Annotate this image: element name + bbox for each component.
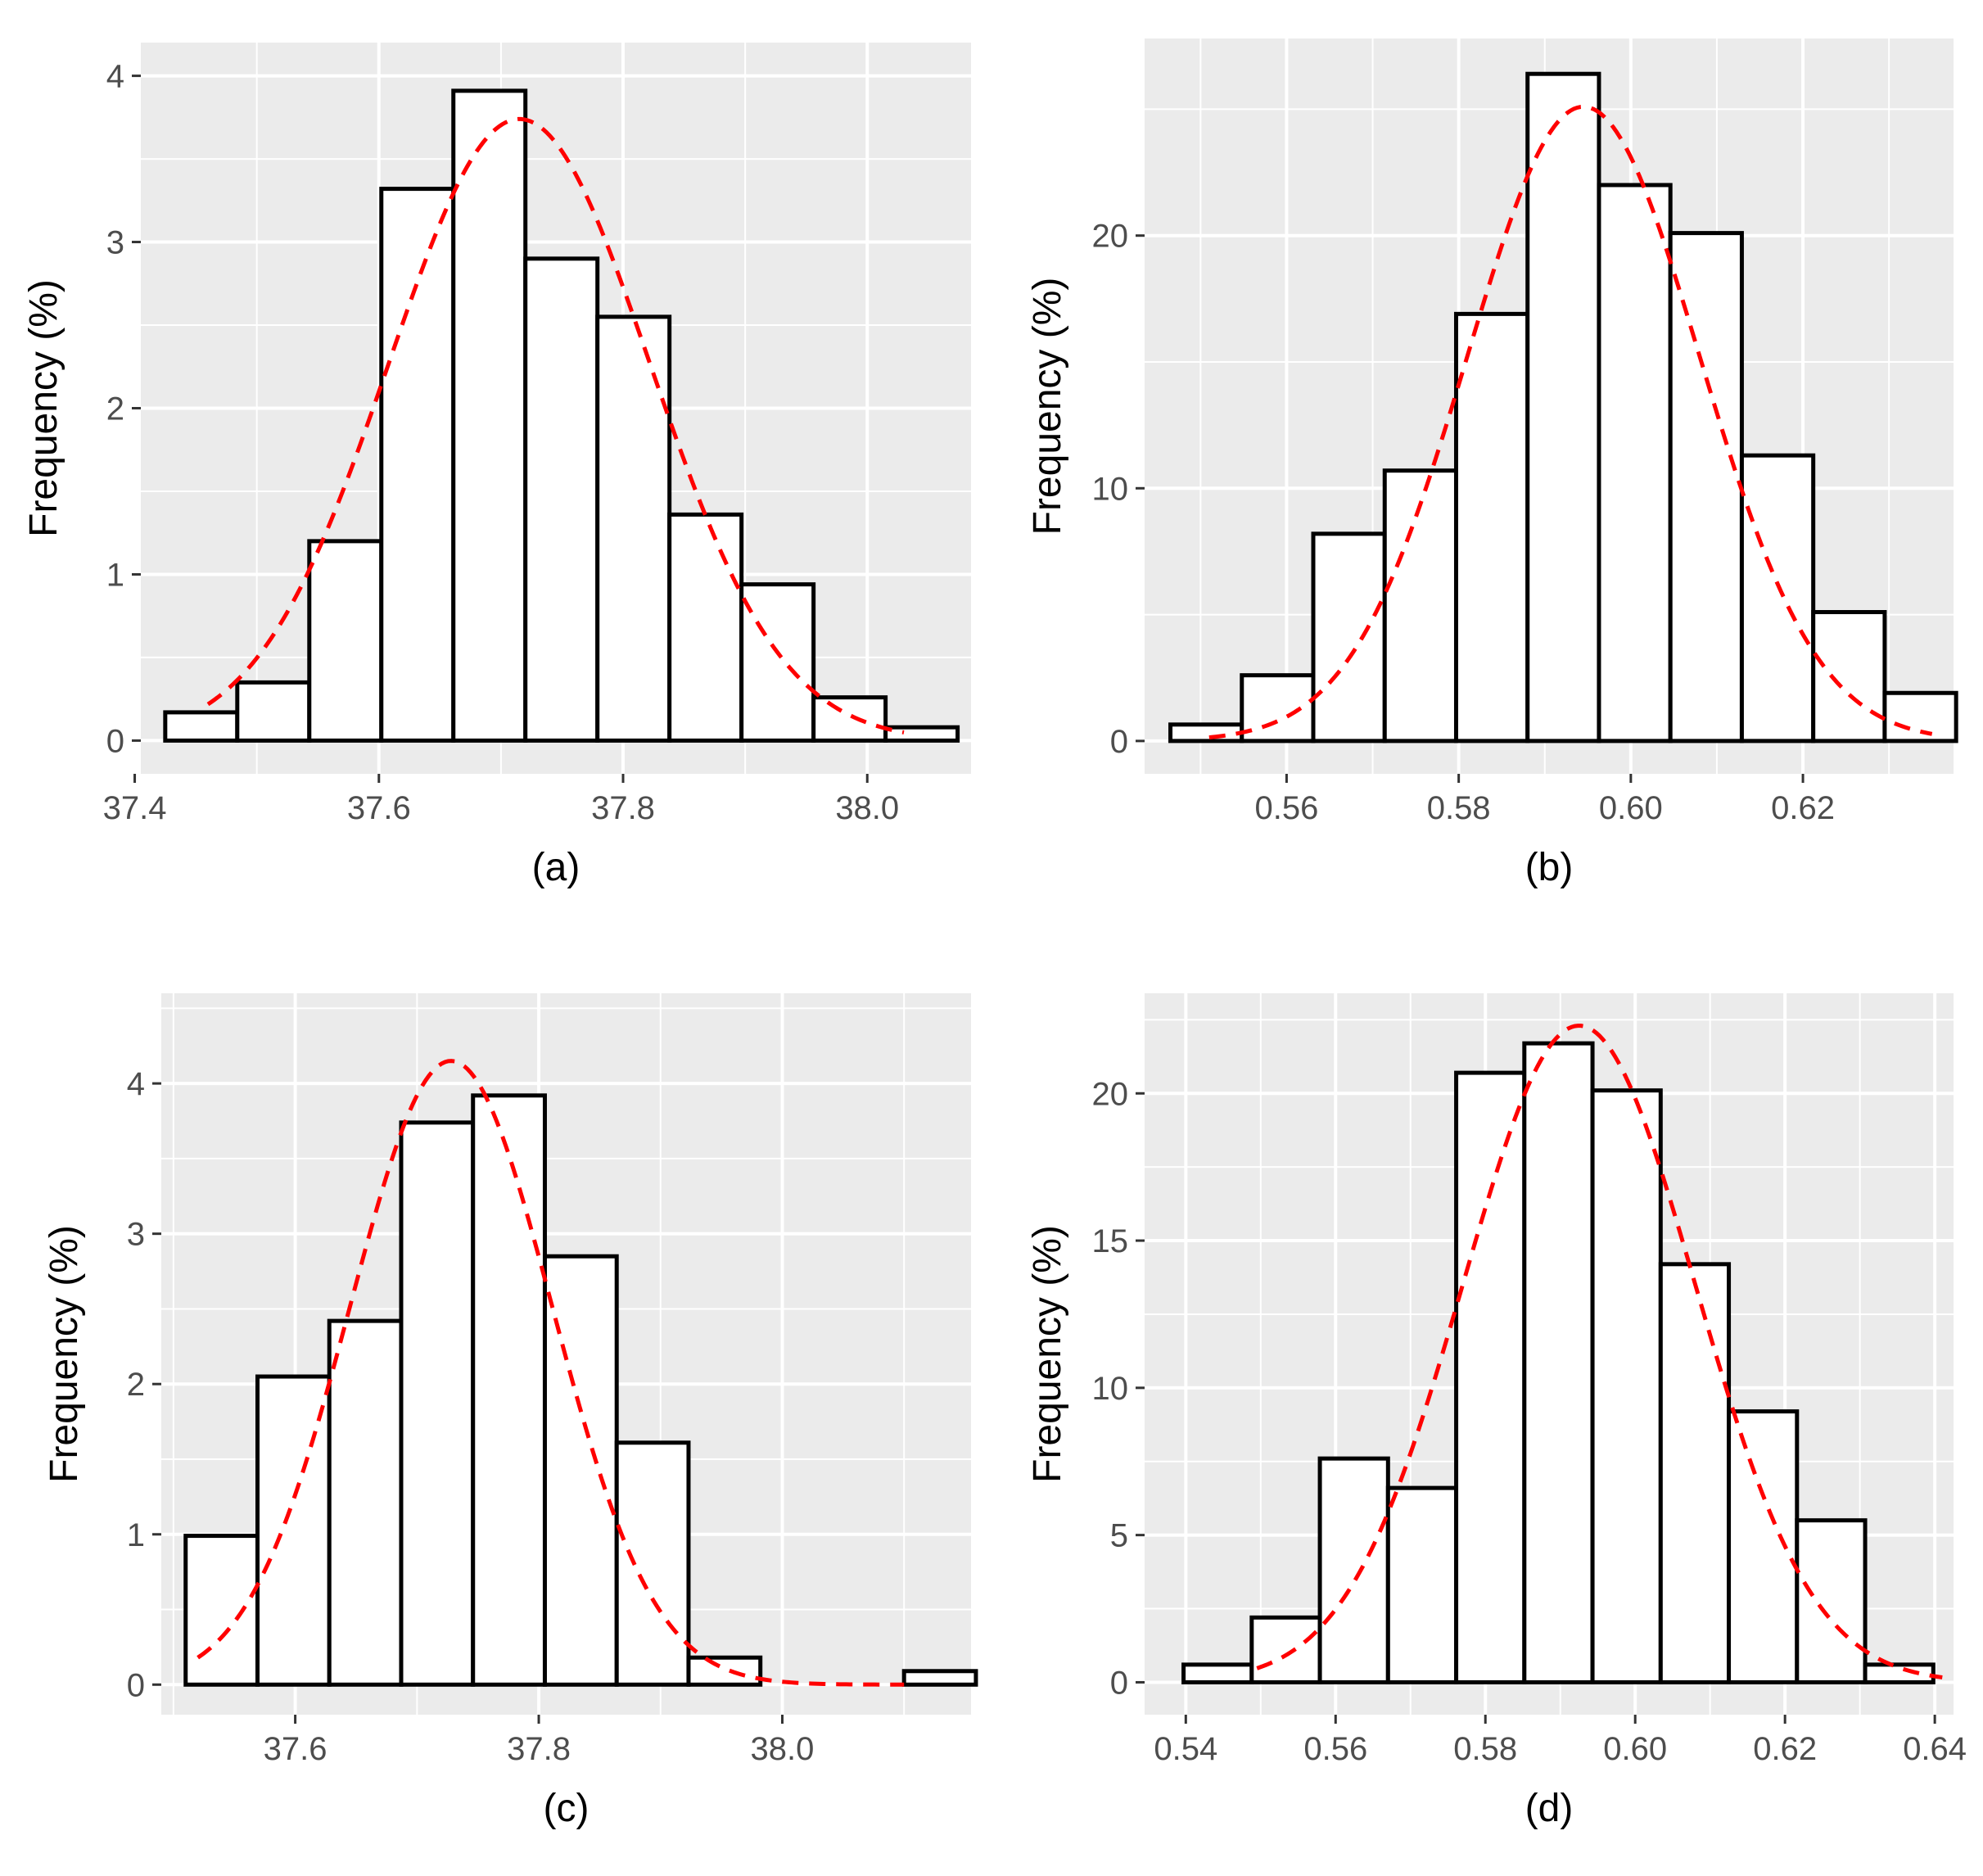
x-tick-label: 37.4 [103, 790, 167, 826]
histogram-bar [883, 725, 960, 743]
x-tick-label: 37.6 [264, 1731, 327, 1767]
histogram-bar [901, 1669, 978, 1687]
histogram-bar [1522, 1041, 1595, 1684]
histogram-bar [614, 1440, 691, 1687]
x-tick-label: 0.58 [1453, 1731, 1517, 1767]
histogram-bar [1882, 690, 1958, 744]
y-axis-title: Frequency (%) [1026, 1225, 1069, 1483]
histogram-bar [1863, 1662, 1936, 1684]
histogram-bar [327, 1318, 404, 1687]
y-tick-label: 0 [1110, 724, 1128, 760]
histogram-bar [1453, 311, 1530, 744]
histogram-d: 0.54 0.56 0.58 0.60 0.62 0.64 0 5 10 15 20 Frequenc… [1026, 993, 1967, 1830]
y-tick-label: 3 [127, 1217, 145, 1253]
y-tick-label: 15 [1092, 1223, 1129, 1259]
panel-caption: (d) [1525, 1787, 1574, 1830]
x-tick-label: 0.56 [1254, 790, 1318, 826]
histogram-bar [451, 88, 528, 743]
y-axis-title: Frequency (%) [1026, 278, 1069, 536]
panel-b: 0.56 0.58 0.60 0.62 0 10 20 Frequency (%) (b) [992, 0, 1983, 940]
histogram-bar [1317, 1456, 1390, 1684]
x-tick-label: 0.58 [1427, 790, 1491, 826]
x-tick-label: 0.62 [1771, 790, 1835, 826]
panel-a: 37.4 37.6 37.8 38.0 0 1 2 3 4 Frequency (%) (a) [0, 0, 992, 940]
y-tick-label: 5 [1110, 1518, 1128, 1554]
histogram-bar [1811, 610, 1887, 744]
y-tick-label: 10 [1092, 471, 1129, 507]
histogram-bar [1525, 71, 1601, 744]
histogram-c: 37.6 37.8 38.0 0 1 2 3 4 Frequency (%) (c) [43, 993, 978, 1830]
x-tick-label: 0.56 [1303, 1731, 1367, 1767]
y-tick-label: 20 [1092, 219, 1129, 255]
x-tick-label: 0.62 [1753, 1731, 1817, 1767]
histogram-bar [1597, 183, 1673, 744]
histogram-bar [307, 539, 384, 743]
y-axis-title: Frequency (%) [22, 279, 65, 537]
histogram-bar [255, 1374, 332, 1687]
histogram-bar [1590, 1088, 1663, 1684]
y-tick-label: 0 [1110, 1665, 1128, 1701]
y-tick-label: 10 [1092, 1371, 1129, 1407]
histogram-bar [1240, 673, 1316, 744]
histogram-a: 37.4 37.6 37.8 38.0 0 1 2 3 4 Frequency (%) (a) [22, 43, 971, 889]
panel-c: 37.6 37.8 38.0 0 1 2 3 4 Frequency (%) (c) [0, 936, 992, 1876]
histogram-bar [1168, 722, 1244, 744]
panel-caption: (b) [1525, 846, 1574, 889]
histogram-bar [1249, 1615, 1322, 1684]
histogram-b: 0.56 0.58 0.60 0.62 0 10 20 Frequency (%) (b) [1026, 38, 1958, 889]
histogram-bar [235, 680, 312, 743]
panel-caption: (c) [544, 1787, 589, 1830]
y-tick-label: 20 [1092, 1076, 1129, 1112]
y-axis-title: Frequency (%) [43, 1225, 86, 1483]
y-tick-label: 4 [106, 59, 124, 95]
y-tick-label: 2 [127, 1367, 145, 1403]
histogram-bar [1454, 1070, 1527, 1684]
normal-fit-curve [1208, 104, 1933, 740]
histogram-bar [739, 582, 816, 743]
histogram-bar [183, 1534, 260, 1687]
y-tick-label: 1 [127, 1517, 145, 1553]
x-tick-label: 38.0 [751, 1731, 815, 1767]
x-tick-label: 37.8 [507, 1731, 571, 1767]
panel-caption: (a) [532, 846, 580, 889]
histogram-bar [686, 1655, 763, 1687]
y-tick-label: 1 [106, 557, 124, 593]
histogram-bar [1668, 231, 1744, 744]
x-tick-label: 0.60 [1599, 790, 1663, 826]
histogram-bar [1385, 1485, 1459, 1684]
x-tick-label: 38.0 [835, 790, 899, 826]
normal-fit-curve [1256, 1024, 1943, 1679]
histogram-bar [399, 1120, 476, 1687]
y-tick-label: 3 [106, 225, 124, 261]
histogram-bar [1795, 1518, 1868, 1684]
histogram-bar [1739, 453, 1816, 744]
x-tick-label: 37.8 [591, 790, 655, 826]
histogram-bar [163, 710, 240, 743]
x-tick-label: 0.64 [1903, 1731, 1967, 1767]
x-tick-label: 0.54 [1154, 1731, 1217, 1767]
histogram-bar [379, 187, 456, 743]
histogram-bar [667, 512, 744, 743]
histogram-bar [523, 256, 600, 743]
panel-d: 0.54 0.56 0.58 0.60 0.62 0.64 0 5 10 15 20 Frequenc… [992, 936, 1983, 1876]
histogram-bar [1658, 1262, 1732, 1684]
histogram-bar [1311, 531, 1387, 744]
y-tick-label: 2 [106, 391, 124, 427]
histogram-bar [471, 1093, 547, 1687]
histogram-bar [1382, 468, 1458, 744]
x-tick-label: 0.60 [1603, 1731, 1667, 1767]
y-tick-label: 0 [127, 1667, 145, 1703]
x-tick-label: 37.6 [347, 790, 411, 826]
histogram-bar [595, 314, 672, 743]
normal-fit-curve [196, 1059, 905, 1687]
histogram-bar [1181, 1662, 1254, 1684]
y-tick-label: 4 [127, 1066, 145, 1102]
y-tick-label: 0 [106, 723, 124, 759]
histogram-bar [811, 695, 888, 743]
